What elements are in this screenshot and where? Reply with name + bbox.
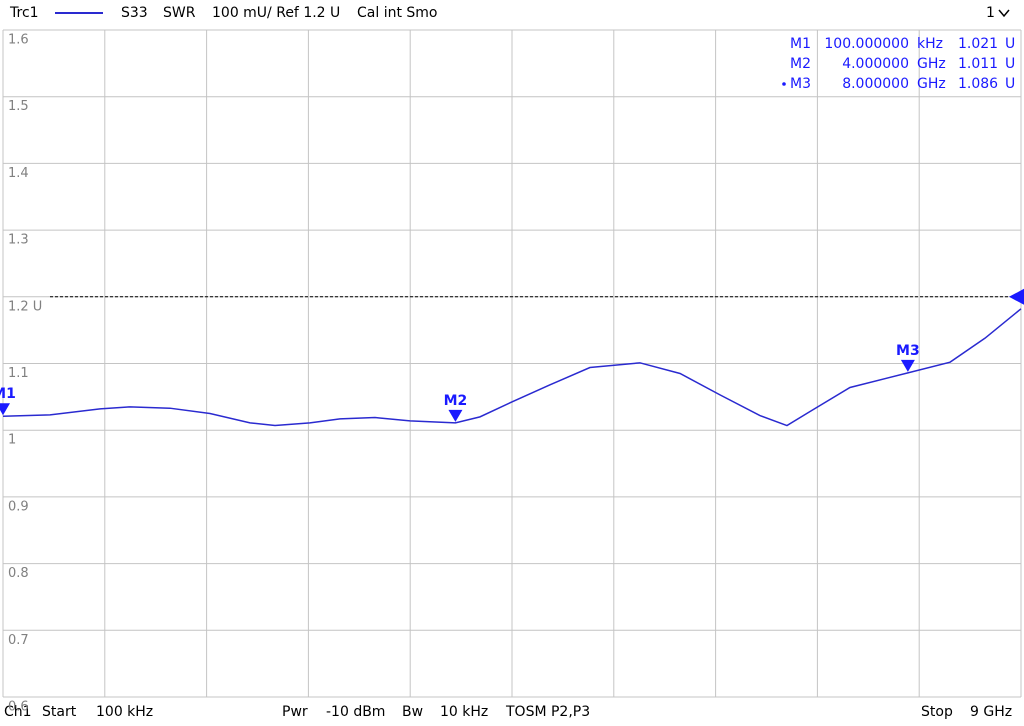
reference-marker: [1009, 288, 1024, 305]
start: Start: [42, 704, 77, 720]
marker-table-unit: U: [1005, 56, 1015, 72]
marker-label: M2: [444, 393, 468, 409]
marker-table-x: 100.000000: [824, 36, 909, 52]
marker-table-x: 4.000000: [842, 56, 909, 72]
y-tick-label: 0.9: [8, 499, 29, 514]
bw-value: 10 kHz: [440, 704, 488, 720]
y-tick-label: 0.7: [8, 633, 29, 648]
y-tick-label: 0.8: [8, 566, 29, 581]
marker-table-value: 1.086: [958, 76, 998, 92]
marker-table-value: 1.011: [958, 56, 998, 72]
window-chevron[interactable]: [998, 9, 1010, 18]
power-value: -10 dBm: [326, 704, 385, 720]
marker-label: M3: [896, 343, 920, 359]
marker-table-name: M3: [790, 76, 811, 92]
marker-table-unit: U: [1005, 76, 1015, 92]
bw: Bw: [402, 704, 423, 720]
y-tick-label: 1.2 U: [8, 299, 42, 314]
marker-label: M1: [0, 386, 16, 402]
y-tick-label: 0.6: [8, 700, 29, 715]
marker-table-unit: U: [1005, 36, 1015, 52]
marker-table-x-unit: kHz: [917, 36, 943, 52]
y-tick-label: 1.1: [8, 366, 29, 381]
window[interactable]: 1: [986, 5, 995, 21]
marker-table-name: M1: [790, 36, 811, 52]
marker-triangle: [448, 409, 463, 422]
trace: [2, 308, 1022, 427]
stop: Stop: [921, 704, 953, 720]
trace-name: Trc1: [9, 5, 39, 21]
active-dot: [782, 82, 786, 86]
power: Pwr: [282, 704, 308, 720]
marker-triangle: [900, 359, 915, 372]
format: SWR: [163, 5, 196, 21]
y-tick-label: 1: [8, 433, 16, 448]
y-tick-label: 1.3: [8, 233, 29, 248]
cal: TOSM P2,P3: [505, 704, 590, 720]
y-tick-label: 1.6: [8, 33, 29, 48]
marker-table-x-unit: GHz: [917, 76, 946, 92]
scale: 100 mU/ Ref 1.2 U: [212, 5, 340, 21]
start-value: 100 kHz: [96, 704, 153, 720]
channel: Ch1: [4, 704, 32, 720]
marker-table-x-unit: GHz: [917, 56, 946, 72]
param: S33: [121, 5, 148, 21]
stop-value: 9 GHz: [970, 704, 1012, 720]
marker-triangle: [0, 403, 10, 416]
y-tick-label: 1.5: [8, 99, 29, 114]
status: Cal int Smo: [357, 5, 438, 21]
marker-table-x: 8.000000: [842, 76, 909, 92]
y-tick-label: 1.4: [8, 166, 29, 181]
marker-table-value: 1.021: [958, 36, 998, 52]
marker-table-name: M2: [790, 56, 811, 72]
